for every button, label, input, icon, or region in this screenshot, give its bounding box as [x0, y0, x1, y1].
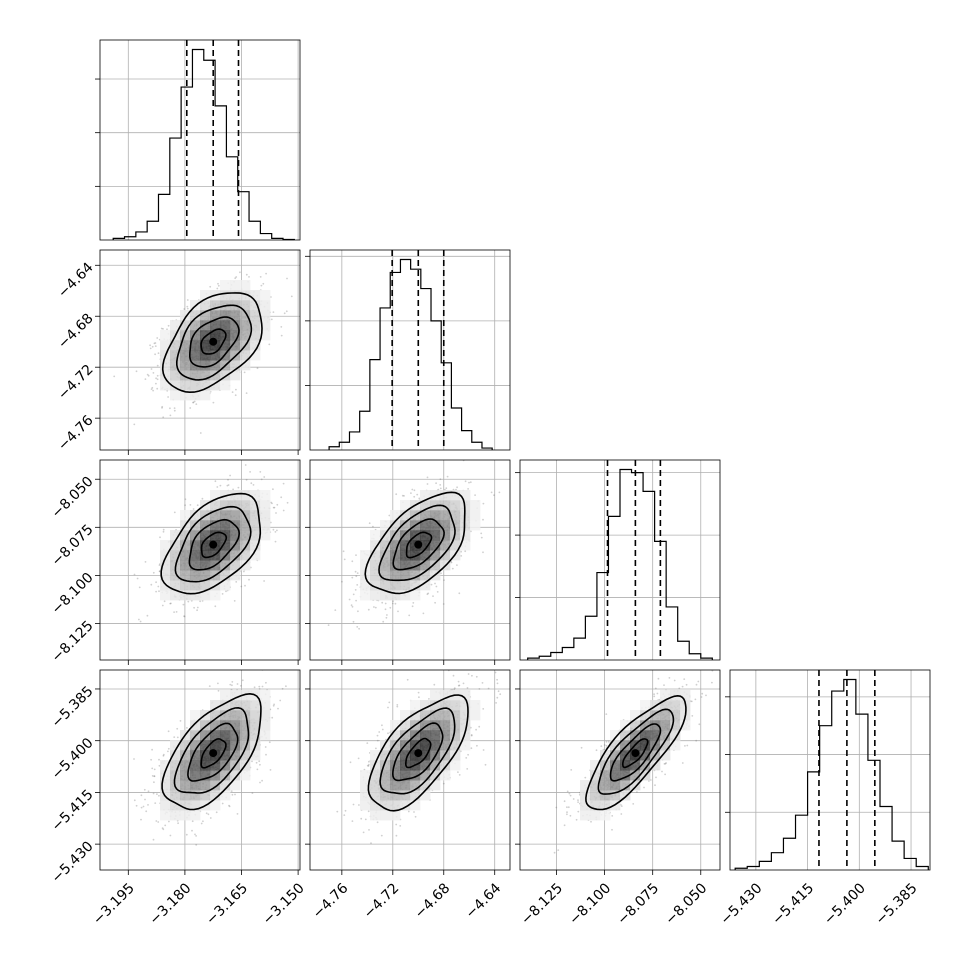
y-tick-label: −5.415 [49, 787, 97, 835]
y-tick-label: −8.125 [49, 618, 97, 666]
contour-3-4 [161, 692, 262, 811]
pair-frame-2 [309, 459, 511, 661]
x-tick-label: −5.430 [718, 880, 766, 928]
contour-3-2 [187, 722, 239, 782]
x-tick-label: −3.180 [147, 880, 195, 928]
contour-5-3 [597, 708, 675, 795]
x-tick-label: −3.195 [90, 880, 138, 928]
x-tick-label: −8.100 [566, 880, 614, 928]
histogram-panel-3 [515, 459, 721, 661]
x-tick-label: −5.415 [769, 880, 817, 928]
pair-panel-1-4 [95, 669, 301, 875]
density-map-3 [160, 690, 271, 821]
x-tick-label: −8.075 [614, 880, 662, 928]
pair-panel-1-3 [95, 459, 301, 665]
contour-4-2 [391, 722, 444, 782]
contour-0-3 [176, 304, 253, 381]
y-tick-label: −8.050 [49, 474, 97, 522]
pair-panel-3-4 [515, 669, 721, 875]
y-tick-label: −4.76 [55, 412, 97, 454]
x-tick-label: −3.165 [203, 880, 251, 928]
peak-marker-3 [209, 749, 218, 758]
y-tick-label: −8.100 [49, 570, 97, 618]
pair-panel-1-2 [95, 249, 301, 455]
x-tick-label: −8.125 [518, 880, 566, 928]
x-tick-label: −5.385 [873, 880, 921, 928]
hist-frame-2 [309, 249, 511, 451]
contour-1-3 [174, 505, 252, 583]
x-tick-label: −4.76 [310, 880, 352, 922]
pair-frame-1 [99, 459, 301, 661]
contour-4-4 [367, 694, 469, 812]
histogram-step-1 [112, 48, 295, 241]
contour-1-4 [160, 492, 262, 595]
contour-2-4 [364, 491, 466, 595]
x-tick-label: −4.72 [361, 880, 403, 922]
peak-marker-4 [414, 749, 423, 758]
x-tick-label: −5.400 [821, 880, 869, 928]
x-tick-label: −3.150 [260, 880, 308, 928]
contour-5-4 [585, 694, 687, 811]
y-tick-label: −5.400 [49, 735, 97, 783]
histogram-panel-4 [725, 669, 931, 871]
density-map-2 [360, 490, 481, 601]
pair-panel-2-4 [305, 669, 511, 875]
pair-frame-4 [309, 669, 511, 871]
pair-frame-5 [519, 669, 721, 871]
contour-4-3 [379, 707, 456, 795]
contour-2-3 [378, 504, 456, 582]
pair-panel-2-3 [305, 459, 511, 665]
contour-5-1 [622, 738, 649, 769]
y-tick-label: −4.68 [55, 311, 97, 353]
contour-0-1 [200, 328, 227, 355]
histogram-panel-1 [95, 39, 301, 241]
histogram-step-2 [328, 258, 493, 450]
peak-marker-1 [209, 540, 218, 549]
contour-3-3 [173, 706, 250, 794]
hist-frame-4 [729, 669, 931, 871]
x-tick-label: −8.050 [662, 880, 710, 928]
x-tick-label: −4.64 [463, 880, 505, 922]
hist-frame-1 [99, 39, 301, 241]
y-tick-label: −8.075 [49, 522, 97, 570]
contour-5-2 [609, 723, 662, 782]
histogram-panel-2 [305, 249, 511, 451]
pair-frame-3 [99, 669, 301, 871]
contour-1-2 [188, 518, 241, 571]
contour-4-1 [405, 737, 432, 769]
contour-1-1 [200, 531, 228, 559]
contour-3-1 [200, 738, 227, 769]
contour-2-1 [405, 531, 433, 559]
pair-frame-0 [99, 249, 301, 451]
y-tick-label: −5.430 [49, 838, 97, 886]
y-tick-label: −4.64 [55, 260, 97, 302]
contour-0-2 [189, 316, 240, 368]
peak-marker-5 [631, 749, 640, 758]
hist-frame-3 [519, 459, 721, 661]
x-tick-label: −4.68 [412, 880, 454, 922]
histogram-step-4 [734, 678, 929, 870]
peak-marker-2 [414, 540, 423, 549]
y-tick-label: −4.72 [55, 362, 97, 404]
density-map-0 [160, 280, 271, 401]
y-tick-label: −5.385 [49, 683, 97, 731]
peak-marker-0 [209, 337, 218, 346]
contour-2-2 [392, 518, 445, 571]
histogram-step-3 [527, 468, 713, 660]
contour-0-4 [161, 292, 263, 394]
